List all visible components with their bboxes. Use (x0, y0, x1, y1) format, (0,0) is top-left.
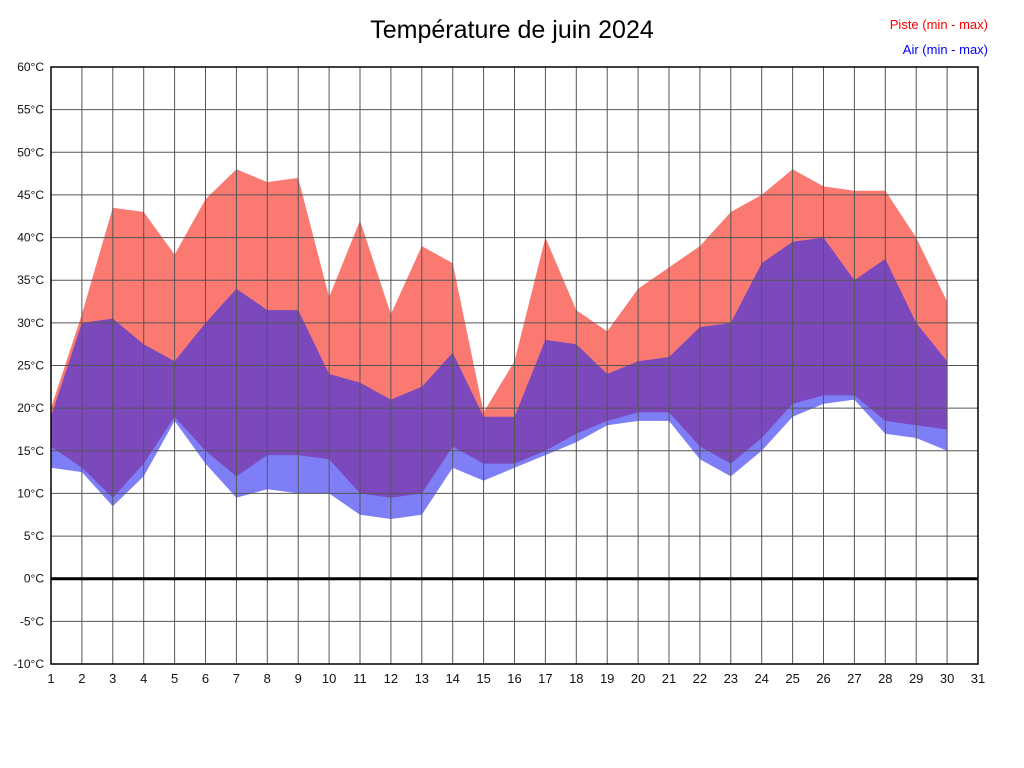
y-tick-label: 10°C (17, 486, 44, 500)
x-tick-label: 13 (415, 671, 429, 686)
plot-border (50, 66, 979, 665)
y-tick-label: 25°C (17, 359, 44, 373)
chart-title: Température de juin 2024 (370, 16, 654, 44)
y-tick-label: 40°C (17, 231, 44, 245)
x-tick-label: 16 (507, 671, 521, 686)
x-tick-label: 8 (264, 671, 271, 686)
x-tick-label: 17 (538, 671, 552, 686)
y-tick-label: 50°C (17, 145, 44, 159)
x-tick-label: 5 (171, 671, 178, 686)
x-tick-label: 4 (140, 671, 147, 686)
x-tick-label: 25 (785, 671, 799, 686)
x-tick-label: 12 (384, 671, 398, 686)
y-tick-label: -10°C (13, 657, 44, 671)
x-tick-label: 15 (476, 671, 490, 686)
y-tick-label: 45°C (17, 188, 44, 202)
x-tick-label: 1 (47, 671, 54, 686)
y-tick-label: 30°C (17, 316, 44, 330)
air-temperature-band (51, 237, 948, 519)
x-tick-label: 7 (233, 671, 240, 686)
x-tick-label: 29 (909, 671, 923, 686)
x-tick-label: 18 (569, 671, 583, 686)
x-tick-label: 14 (445, 671, 459, 686)
legend-item-air: Air (min - max) (902, 42, 988, 57)
x-tick-label: 9 (295, 671, 302, 686)
x-tick-label: 31 (971, 671, 985, 686)
x-tick-label: 20 (631, 671, 645, 686)
y-tick-label: 5°C (24, 529, 44, 543)
x-tick-label: 30 (940, 671, 954, 686)
y-tick-label: 55°C (17, 103, 44, 117)
chart-legend: Piste (min - max) Air (min - max) (890, 12, 988, 62)
y-tick-label: 60°C (17, 60, 44, 74)
y-tick-label: 20°C (17, 401, 44, 415)
x-tick-label: 21 (662, 671, 676, 686)
x-tick-label: 26 (816, 671, 830, 686)
x-tick-label: 23 (724, 671, 738, 686)
y-tick-label: 15°C (17, 444, 44, 458)
x-tick-label: 24 (754, 671, 768, 686)
y-tick-label: 35°C (17, 273, 44, 287)
x-tick-label: 2 (78, 671, 85, 686)
x-tick-label: 6 (202, 671, 209, 686)
legend-item-piste: Piste (min - max) (889, 17, 988, 32)
y-tick-label: 0°C (24, 572, 44, 586)
x-tick-label: 11 (353, 671, 367, 686)
x-tick-label: 10 (322, 671, 336, 686)
x-tick-label: 19 (600, 671, 614, 686)
y-tick-label: -5°C (20, 614, 44, 628)
x-tick-label: 28 (878, 671, 892, 686)
x-tick-label: 3 (109, 671, 116, 686)
x-tick-label: 27 (847, 671, 861, 686)
x-tick-label: 22 (693, 671, 707, 686)
